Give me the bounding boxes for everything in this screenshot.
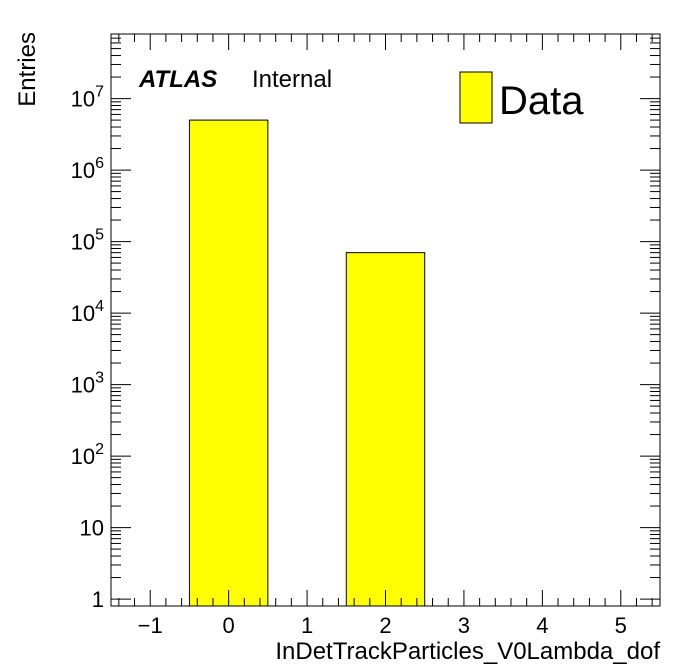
y-tick-label: 102 (71, 441, 104, 469)
y-tick-labels: 1 10 102 103 104 105 106 107 (71, 84, 104, 612)
atlas-label: ATLAS (138, 66, 217, 93)
x-axis-title: InDetTrackParticles_V0Lambda_dof (275, 638, 660, 665)
x-tick-label: 4 (536, 613, 548, 638)
x-tick-label: 0 (223, 613, 235, 638)
y-tick-label: 106 (71, 155, 104, 183)
legend-swatch (459, 71, 493, 124)
x-tick-label: 5 (615, 613, 627, 638)
y-tick-label: 105 (71, 227, 104, 255)
x-tick-label: 3 (458, 613, 470, 638)
y-tick-label: 1 (92, 587, 104, 612)
y-axis-title: Entries (14, 32, 41, 107)
y-tick-label: 103 (71, 370, 104, 398)
bar-bin-1 (345, 252, 426, 607)
bar-bin-0 (188, 119, 269, 607)
x-tick-label: 1 (301, 613, 313, 638)
y-tick-label: 10 (80, 516, 104, 541)
x-tick-label: 2 (379, 613, 391, 638)
internal-label: Internal (252, 66, 332, 93)
x-tick-label: −1 (138, 613, 163, 638)
x-axis-ticks (118, 34, 653, 606)
bars-group (188, 119, 426, 607)
y-tick-label: 104 (71, 298, 104, 326)
y-axis-ticks (111, 33, 660, 600)
x-tick-labels: −1 0 1 2 3 4 5 (138, 613, 627, 638)
legend-entry-data: Data (499, 79, 584, 123)
y-tick-label: 107 (71, 84, 104, 112)
